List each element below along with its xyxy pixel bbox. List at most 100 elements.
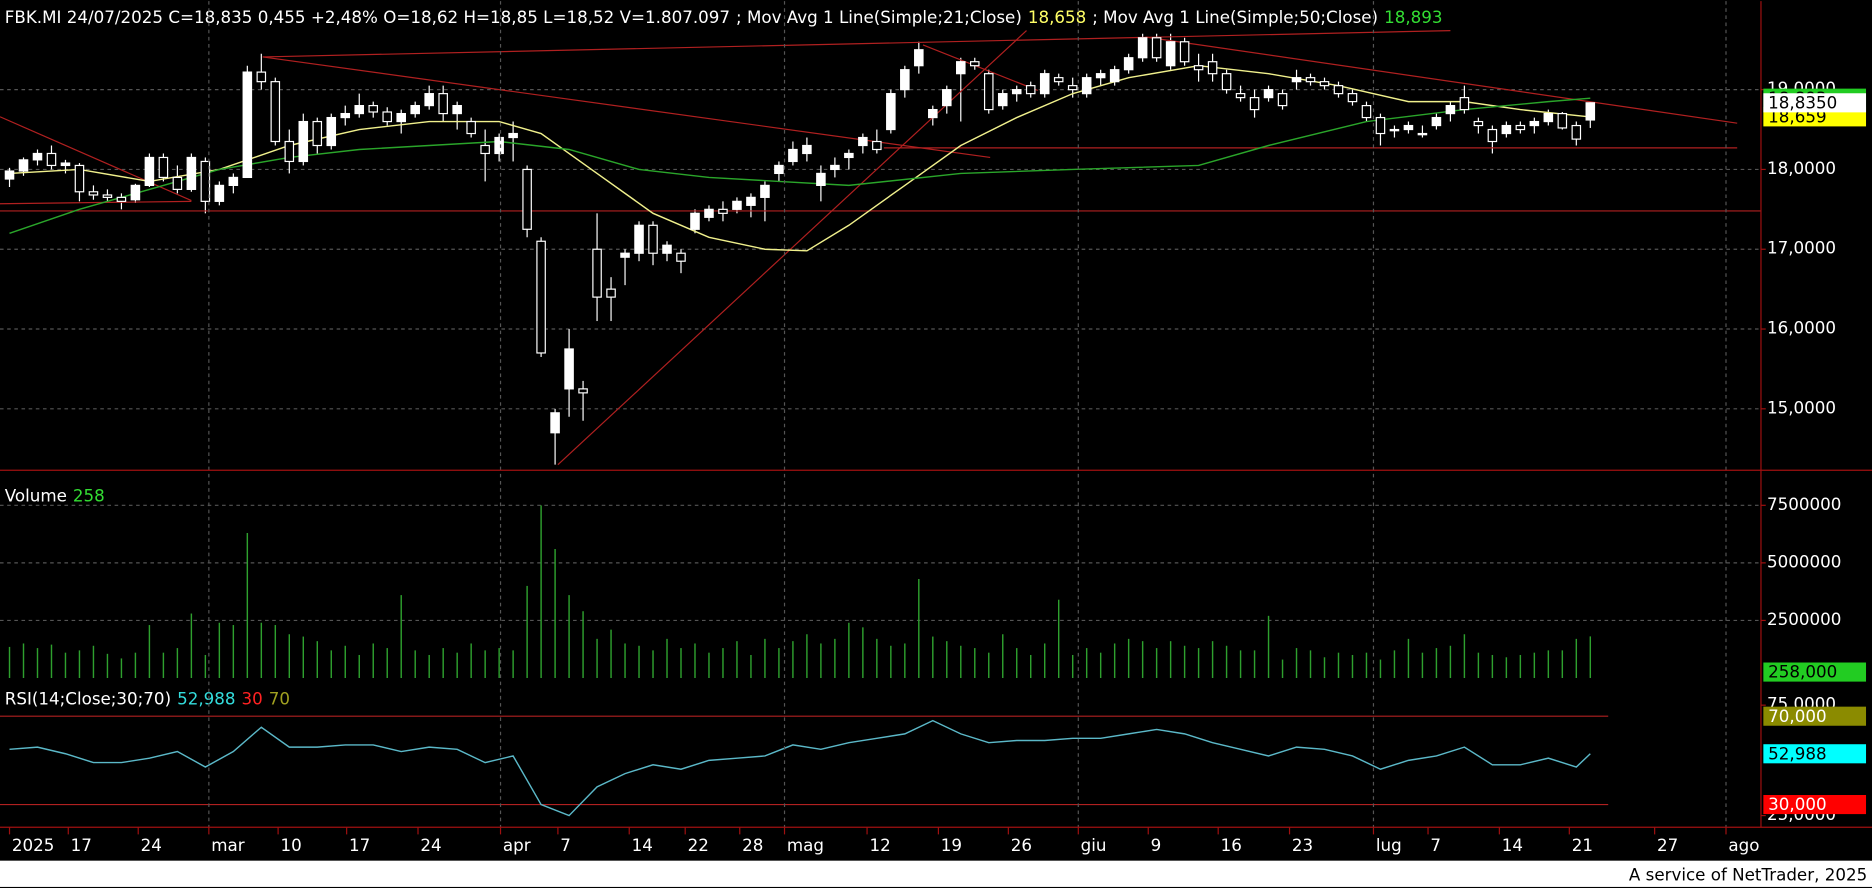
candle-body — [1585, 102, 1596, 121]
candle-body — [186, 156, 197, 190]
candle-body — [32, 152, 43, 161]
candle-body — [1417, 132, 1428, 136]
candle-body — [802, 144, 812, 155]
candle-body — [326, 116, 337, 147]
candle-body — [844, 152, 854, 159]
candle-body — [704, 208, 714, 218]
candle-body — [1123, 57, 1134, 71]
candle-body — [4, 170, 15, 180]
candle-body — [1235, 93, 1246, 99]
header-segment: ; Mov Avg 1 Line(Simple;50;Close) — [1092, 6, 1378, 26]
trendline — [262, 56, 991, 159]
x-tick-label: 26 — [1011, 835, 1032, 855]
candle-body — [1193, 65, 1204, 71]
candle-body — [997, 93, 1008, 107]
candle-body — [746, 196, 756, 206]
value-marker — [1763, 795, 1867, 815]
x-tick-label: 17 — [71, 835, 92, 855]
candle-body — [396, 112, 406, 123]
candle-body — [298, 120, 309, 163]
candle-body — [1431, 116, 1442, 127]
candle-body — [872, 140, 882, 151]
candle-body — [1459, 97, 1470, 111]
candle-body — [886, 93, 896, 131]
candle-body — [788, 148, 798, 163]
x-tick-label: mag — [787, 835, 824, 855]
candle-body — [270, 81, 281, 143]
trendline — [922, 44, 1038, 91]
value-marker — [1763, 93, 1867, 113]
candle-body — [494, 136, 504, 155]
x-tick-label: 24 — [141, 835, 162, 855]
candle-body — [858, 136, 868, 147]
candle-body — [648, 224, 658, 254]
candle-body — [1445, 105, 1456, 115]
candle-body — [1333, 85, 1344, 95]
candle-body — [1179, 41, 1190, 63]
panel-header: FBK.MI 24/07/2025 C=18,835 0,455 +2,48% … — [5, 6, 1443, 26]
y-tick-label: 15,0000 — [1767, 397, 1836, 417]
y-tick-label: 17,0000 — [1767, 238, 1836, 258]
candle-body — [662, 244, 672, 254]
candle-body — [1515, 124, 1526, 131]
x-tick-label: 27 — [1657, 835, 1678, 855]
y-tick-label: 18,0000 — [1767, 158, 1836, 178]
x-tick-label: 14 — [632, 835, 653, 855]
candle-body — [228, 176, 239, 186]
candle-body — [606, 288, 616, 298]
x-tick-label: 10 — [280, 835, 301, 855]
candle-body — [1263, 89, 1274, 99]
candle-body — [242, 71, 253, 179]
candle-body — [550, 412, 560, 434]
plot-layer: FBK.MI 24/07/2025 C=18,835 0,455 +2,48% … — [0, 1, 1867, 855]
header-segment: 30 — [241, 688, 262, 708]
candle-body — [1571, 124, 1582, 140]
header-segment: FBK.MI 24/07/2025 C=18,835 0,455 +2,48% … — [5, 6, 730, 26]
candle-body — [1319, 81, 1330, 87]
value-marker — [1763, 706, 1867, 726]
candle-body — [1501, 124, 1512, 135]
header-segment: 18,658 — [1028, 6, 1086, 26]
candle-body — [1081, 77, 1092, 95]
candle-body — [354, 105, 365, 115]
candle-body — [676, 252, 686, 262]
candle-body — [1165, 41, 1176, 67]
candle-body — [1543, 112, 1554, 123]
candle-body — [620, 252, 630, 258]
x-tick-label: 24 — [420, 835, 441, 855]
candle-body — [1151, 37, 1162, 59]
candle-body — [1487, 128, 1498, 143]
candle-body — [983, 73, 994, 111]
candle-body — [732, 200, 742, 210]
candle-body — [60, 162, 71, 167]
candle-body — [578, 388, 588, 394]
candle-body — [312, 120, 323, 147]
candle-body — [1053, 77, 1064, 83]
candle-body — [214, 184, 225, 202]
candle-body — [942, 89, 952, 107]
candle-body — [690, 212, 700, 230]
footer: A service of NetTrader, 2025 — [1629, 865, 1867, 885]
rsi-plot — [0, 715, 1609, 817]
candle-body — [564, 348, 574, 390]
value-marker-label: 30,000 — [1768, 794, 1826, 814]
trendline — [1145, 36, 1738, 124]
candle-body — [1375, 116, 1386, 135]
candle-body — [424, 93, 434, 107]
candle-body — [284, 140, 295, 163]
rsi-line — [9, 719, 1591, 817]
candle-body — [1389, 128, 1400, 132]
x-tick-label: 23 — [1292, 835, 1313, 855]
trendline — [0, 200, 192, 205]
candle-body — [466, 120, 476, 135]
candle-body — [382, 111, 392, 123]
candle-body — [634, 224, 644, 254]
candle-body — [956, 61, 966, 75]
candle-body — [102, 194, 113, 198]
x-tick-label: 12 — [869, 835, 890, 855]
value-marker-label: 70,000 — [1768, 706, 1826, 726]
candle-body — [1095, 73, 1106, 79]
y-tick-label: 7500000 — [1767, 494, 1841, 514]
